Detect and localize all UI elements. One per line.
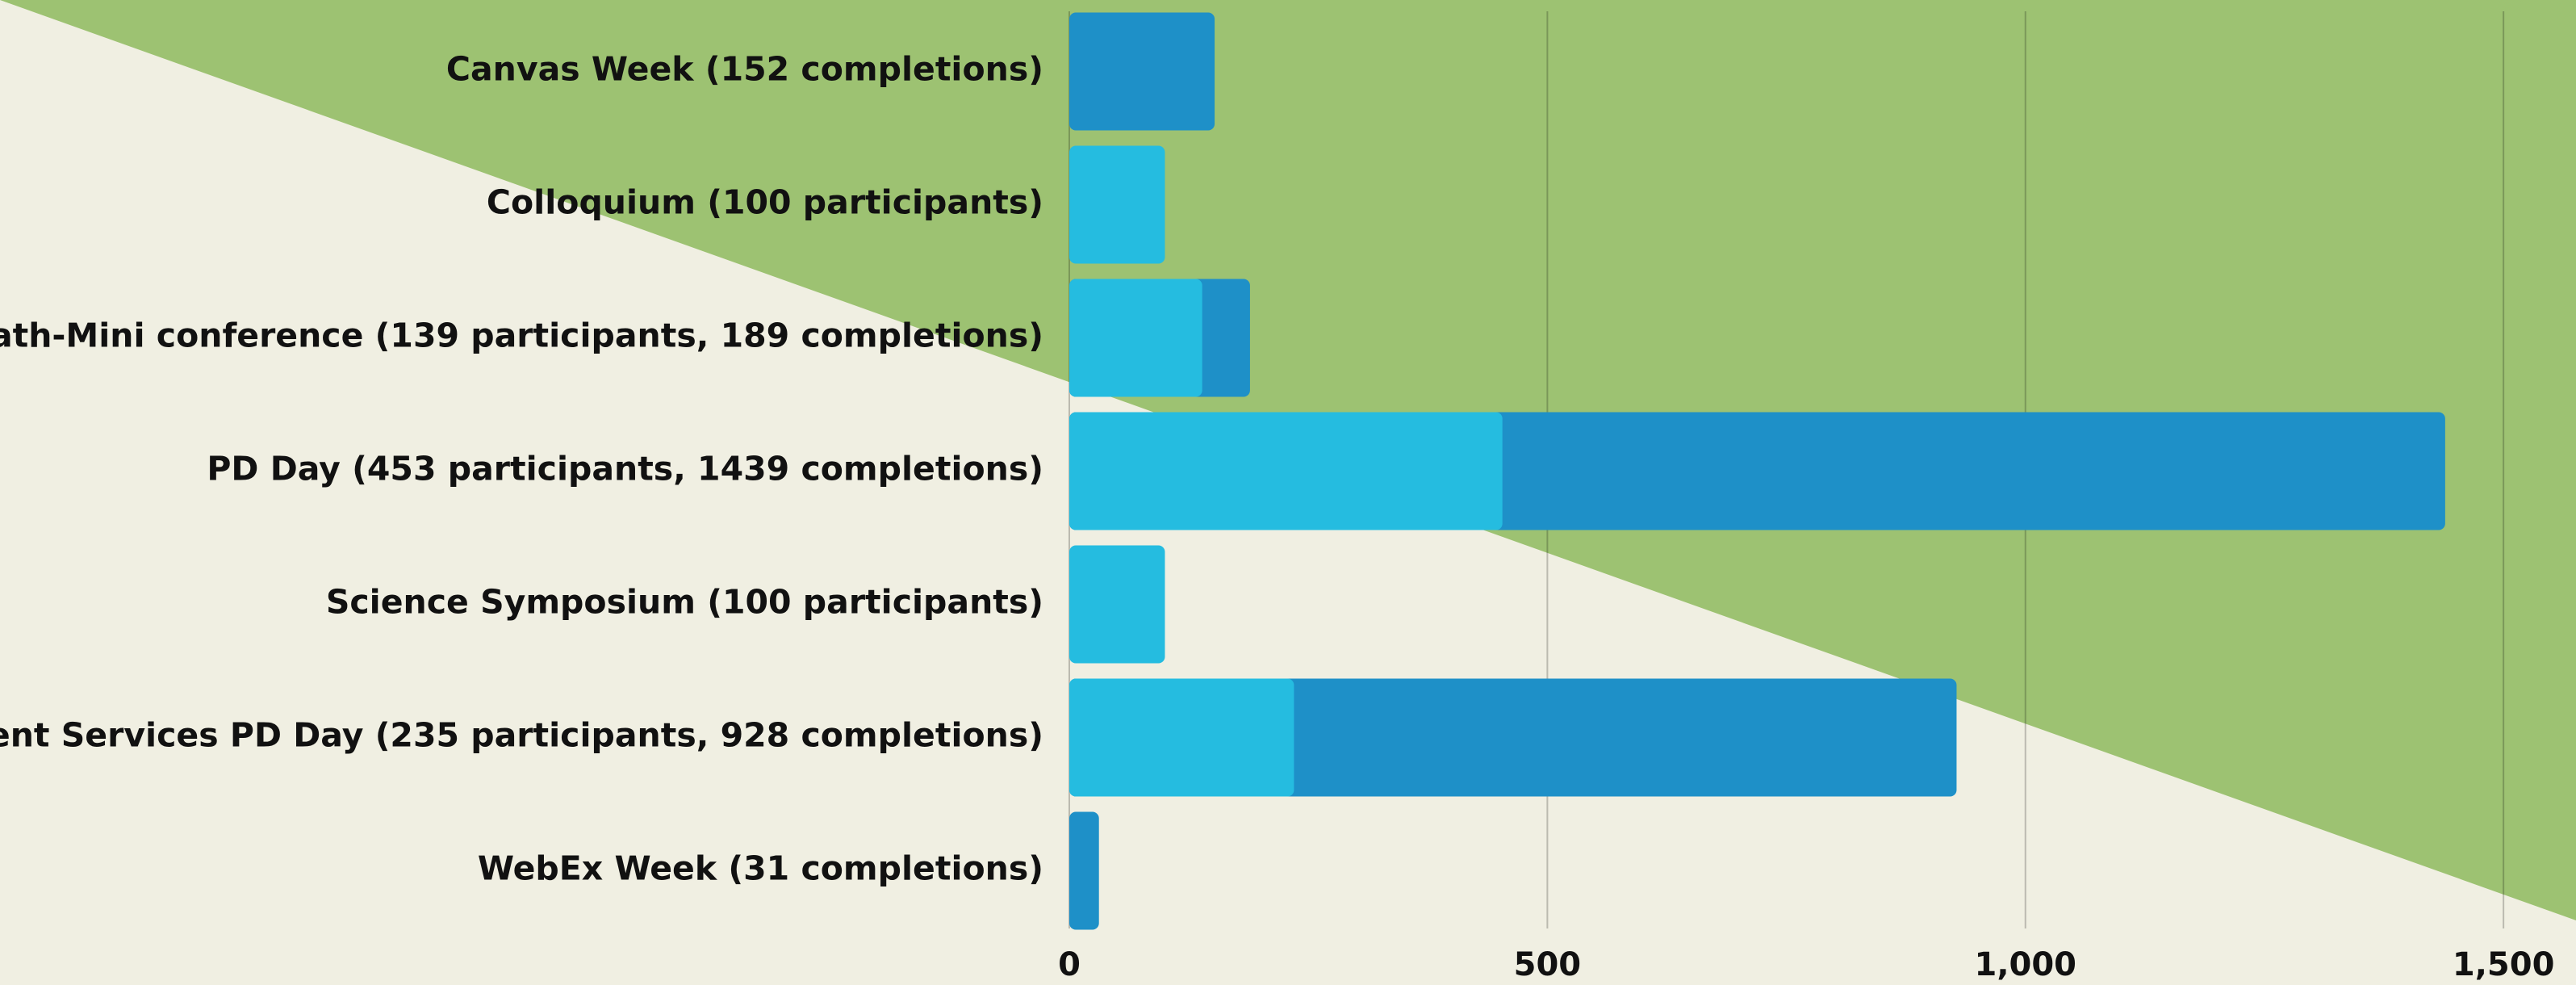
bar	[1069, 279, 1202, 397]
bar	[1069, 12, 1215, 131]
y-tick-label: Canvas Week (152 completions)	[446, 50, 1043, 89]
x-tick-label: 1,500	[2453, 946, 2555, 983]
bar	[1069, 145, 1165, 264]
x-tick-label: 500	[1514, 946, 1582, 983]
y-tick-label: WebEx Week (31 completions)	[478, 849, 1043, 888]
x-tick-label: 1,000	[1974, 946, 2076, 983]
y-tick-label: Science Symposium (100 participants)	[326, 583, 1043, 622]
bar	[1069, 811, 1099, 930]
y-tick-label: Math-Mini conference (139 participants, …	[0, 316, 1043, 355]
bar	[1069, 545, 1165, 664]
y-tick-label: Colloquium (100 participants)	[487, 183, 1043, 222]
bar	[1069, 678, 1294, 797]
x-tick-label: 0	[1058, 946, 1081, 983]
y-tick-label: PD Day (453 participants, 1439 completio…	[207, 450, 1043, 488]
bar	[1069, 412, 1503, 530]
y-tick-label: Student Services PD Day (235 participant…	[0, 716, 1043, 755]
